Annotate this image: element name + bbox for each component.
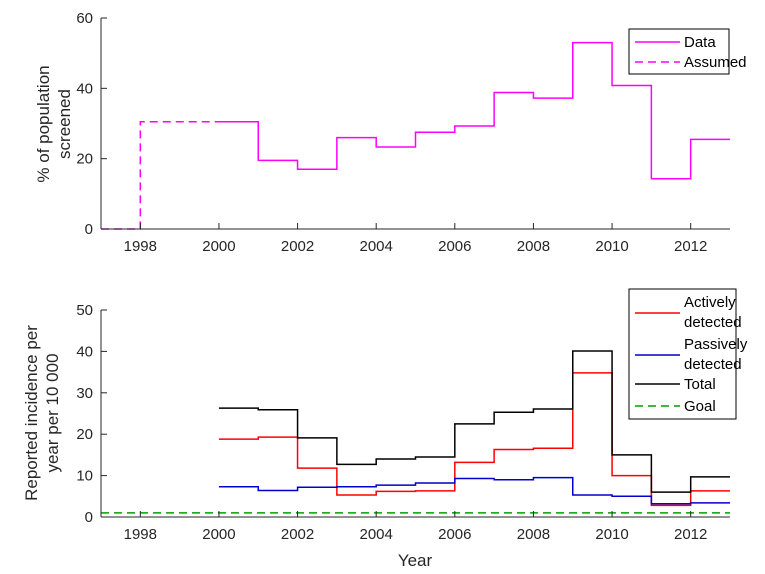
series-line-assumed — [101, 120, 219, 230]
incidence-ylabel-line-2: year per 10 000 — [43, 353, 62, 472]
legend-label-assumed: Assumed — [684, 54, 747, 71]
y-tick-label: 20 — [76, 151, 93, 168]
x-tick-label: 2010 — [595, 526, 628, 543]
y-tick-label: 0 — [85, 221, 93, 238]
x-tick-label: 2006 — [438, 238, 471, 255]
series-line-total — [218, 350, 730, 493]
incidence-series — [101, 350, 730, 514]
x-tick-label: 2006 — [438, 526, 471, 543]
legend-label-actively-line-2: detected — [684, 314, 742, 331]
series-line-actively-detected — [218, 372, 730, 507]
incidence-ylabel-line-1: Reported incidence per — [22, 325, 41, 501]
y-tick-label: 40 — [76, 343, 93, 360]
screening-ylabel-line-1: % of population — [34, 65, 53, 182]
series-line-passively-detected — [218, 476, 730, 505]
series-line-data — [218, 41, 730, 180]
x-tick-label: 2008 — [517, 238, 550, 255]
screening-legend-box — [628, 28, 730, 75]
legend-label-total: Total — [684, 376, 716, 393]
x-tick-label: 2000 — [202, 526, 235, 543]
incidence-legend-box — [628, 288, 737, 420]
y-tick-label: 30 — [76, 385, 93, 402]
incidence-ylabel: Reported incidence per year per 10 000 — [22, 325, 62, 501]
y-tick-label: 60 — [76, 10, 93, 27]
screening-ticks: 1998 2000 2002 2004 2006 2008 2010 2012 0 20 40 60 — [76, 10, 707, 255]
x-tick-label: 2004 — [360, 238, 393, 255]
y-tick-label: 10 — [76, 468, 93, 485]
incidence-ticks: 1998 2000 2002 2004 2006 2008 2010 2012 0 10 20 30 4… — [76, 302, 707, 543]
x-tick-label: 2002 — [281, 526, 314, 543]
x-tick-label: 2012 — [674, 238, 707, 255]
x-tick-label: 2012 — [674, 526, 707, 543]
screening-panel: % of population screened 1998 2000 2002 200… — [34, 10, 747, 255]
y-tick-label: 40 — [76, 80, 93, 97]
x-tick-label: 1998 — [124, 526, 157, 543]
legend-label-passively-line-1: Passively — [684, 336, 748, 353]
y-tick-label: 50 — [76, 302, 93, 319]
legend-label-actively-line-1: Actively — [684, 294, 736, 311]
incidence-xlabel: Year — [398, 551, 433, 570]
x-tick-label: 2004 — [360, 526, 393, 543]
y-tick-label: 20 — [76, 426, 93, 443]
screening-ylabel: % of population screened — [34, 65, 74, 182]
legend-label-data: Data — [684, 34, 716, 51]
screening-legend: Data Assumed — [628, 28, 747, 75]
x-tick-label: 2000 — [202, 238, 235, 255]
x-tick-label: 1998 — [124, 238, 157, 255]
incidence-legend: Actively detected Passively detected Tot… — [628, 288, 748, 420]
legend-label-goal: Goal — [684, 398, 716, 415]
x-tick-label: 2008 — [517, 526, 550, 543]
x-tick-label: 2002 — [281, 238, 314, 255]
screening-ylabel-line-2: screened — [55, 89, 74, 159]
y-tick-label: 0 — [85, 509, 93, 526]
incidence-panel: Reported incidence per year per 10 000 Y… — [22, 288, 748, 570]
x-tick-label: 2010 — [595, 238, 628, 255]
legend-label-passively-line-2: detected — [684, 356, 742, 373]
